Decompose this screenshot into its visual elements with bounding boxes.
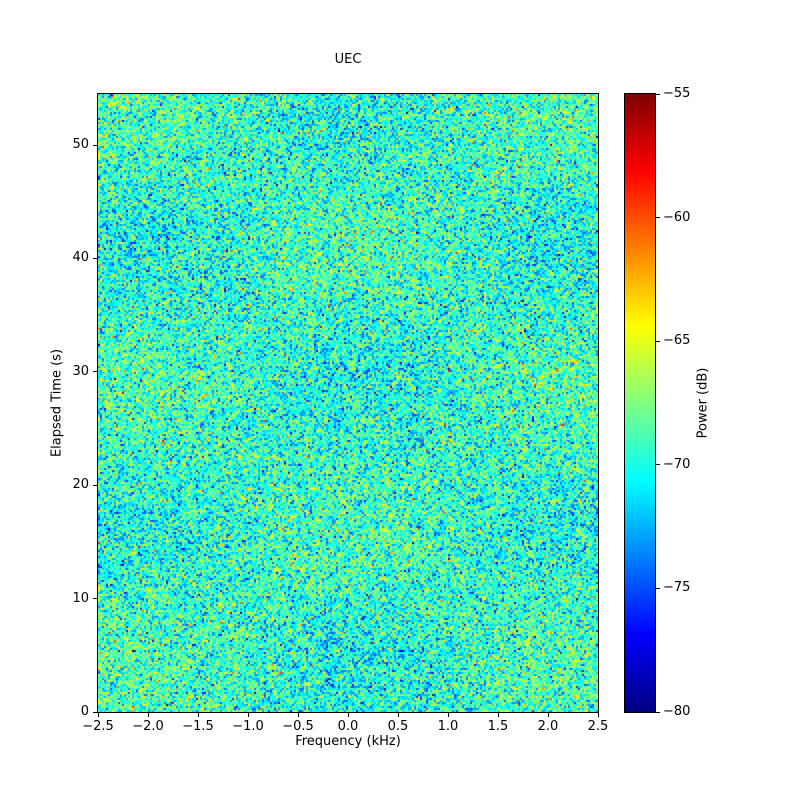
x-tick-label: 0.0 (337, 719, 359, 734)
x-tick-mark (497, 713, 499, 717)
colorbar-tick-mark (656, 711, 660, 713)
y-tick-label: 10 (72, 590, 89, 606)
y-tick-label: 30 (72, 363, 89, 379)
x-tick-mark (197, 713, 199, 717)
colorbar-label: Power (dB) (695, 367, 711, 439)
colorbar-tick-mark (656, 464, 660, 466)
x-tick-label: −2.0 (132, 719, 164, 734)
spectrogram-canvas (98, 94, 598, 712)
x-tick-label: 0.5 (387, 719, 409, 734)
x-tick-mark (397, 713, 399, 717)
y-tick-mark (93, 598, 97, 600)
colorbar-tick-label: −60 (663, 209, 691, 225)
x-tick-mark (597, 713, 599, 717)
x-tick-label: −1.5 (182, 719, 214, 734)
colorbar-tick-mark (656, 587, 660, 589)
x-tick-label: 2.0 (537, 719, 559, 734)
x-tick-label: −1.0 (232, 719, 264, 734)
y-tick-mark (93, 711, 97, 713)
x-tick-mark (347, 713, 349, 717)
y-tick-mark (93, 144, 97, 146)
colorbar-tick-mark (656, 93, 660, 95)
x-tick-mark (147, 713, 149, 717)
y-tick-label: 40 (72, 250, 89, 266)
colorbar-tick-mark (656, 340, 660, 342)
colorbar-tick-label: −55 (663, 86, 691, 101)
colorbar (624, 93, 656, 713)
plot-title: UEC (334, 52, 362, 67)
colorbar-tick-mark (656, 217, 660, 219)
x-tick-mark (97, 713, 99, 717)
y-tick-label: 0 (80, 704, 89, 719)
x-axis-label: Frequency (kHz) (295, 734, 401, 749)
colorbar-tick-label: −70 (663, 456, 691, 472)
x-tick-mark (297, 713, 299, 717)
y-tick-mark (93, 371, 97, 373)
colorbar-tick-label: −75 (663, 580, 691, 596)
heatmap-plot-area (97, 93, 599, 713)
y-tick-mark (93, 257, 97, 259)
x-tick-label: −0.5 (282, 719, 314, 734)
colorbar-tick-label: −65 (663, 333, 691, 349)
colorbar-tick-label: −80 (663, 704, 691, 719)
x-tick-mark (247, 713, 249, 717)
x-tick-mark (547, 713, 549, 717)
x-tick-label: −2.5 (82, 719, 114, 734)
y-tick-label: 20 (72, 477, 89, 493)
y-tick-label: 50 (72, 137, 89, 153)
x-tick-label: 2.5 (587, 719, 609, 734)
y-tick-mark (93, 484, 97, 486)
x-tick-label: 1.5 (487, 719, 509, 734)
x-tick-mark (447, 713, 449, 717)
x-tick-label: 1.0 (437, 719, 459, 734)
